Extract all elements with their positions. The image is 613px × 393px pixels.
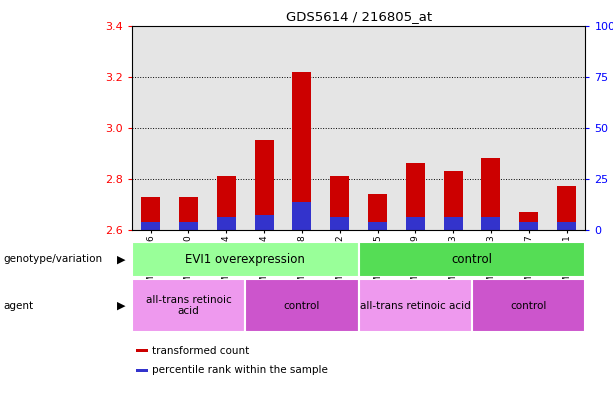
Bar [330, 217, 349, 230]
Bar [141, 196, 160, 230]
Text: control: control [284, 301, 320, 310]
Bar [472, 26, 510, 230]
Text: ▶: ▶ [117, 301, 126, 310]
Text: control: control [511, 301, 547, 310]
Bar [368, 194, 387, 230]
Bar [519, 212, 538, 230]
Text: ▶: ▶ [117, 254, 126, 264]
Bar [141, 222, 160, 230]
Bar [359, 26, 397, 230]
Bar [359, 242, 585, 277]
Bar [245, 26, 283, 230]
Bar [132, 279, 245, 332]
Bar [136, 349, 148, 352]
Text: percentile rank within the sample: percentile rank within the sample [152, 365, 328, 375]
Text: transformed count: transformed count [152, 345, 249, 356]
Bar [330, 176, 349, 230]
Bar [283, 26, 321, 230]
Text: EVI1 overexpression: EVI1 overexpression [185, 253, 305, 266]
Bar [547, 26, 585, 230]
Bar [481, 217, 500, 230]
Bar [472, 279, 585, 332]
Bar [557, 222, 576, 230]
Bar [481, 158, 500, 230]
Bar [170, 26, 207, 230]
Text: control: control [452, 253, 492, 266]
Bar [368, 222, 387, 230]
Bar [397, 26, 434, 230]
Bar [217, 217, 236, 230]
Bar [179, 222, 198, 230]
Bar [321, 26, 359, 230]
Bar [292, 202, 311, 230]
Text: all-trans retinoic
acid: all-trans retinoic acid [146, 295, 231, 316]
Bar [519, 222, 538, 230]
Bar [254, 140, 273, 230]
Text: agent: agent [3, 301, 33, 310]
Bar [444, 217, 463, 230]
Bar [136, 369, 148, 372]
Bar [292, 72, 311, 230]
Bar [406, 163, 425, 230]
Bar [245, 279, 359, 332]
Bar [557, 186, 576, 230]
Bar [510, 26, 547, 230]
Text: genotype/variation: genotype/variation [3, 254, 102, 264]
Bar [444, 171, 463, 230]
Text: all-trans retinoic acid: all-trans retinoic acid [360, 301, 471, 310]
Bar [207, 26, 245, 230]
Bar [217, 176, 236, 230]
Bar [434, 26, 472, 230]
Bar [254, 215, 273, 230]
Bar [132, 242, 359, 277]
Title: GDS5614 / 216805_at: GDS5614 / 216805_at [286, 10, 432, 23]
Bar [406, 217, 425, 230]
Bar [359, 279, 472, 332]
Bar [132, 26, 170, 230]
Bar [179, 196, 198, 230]
